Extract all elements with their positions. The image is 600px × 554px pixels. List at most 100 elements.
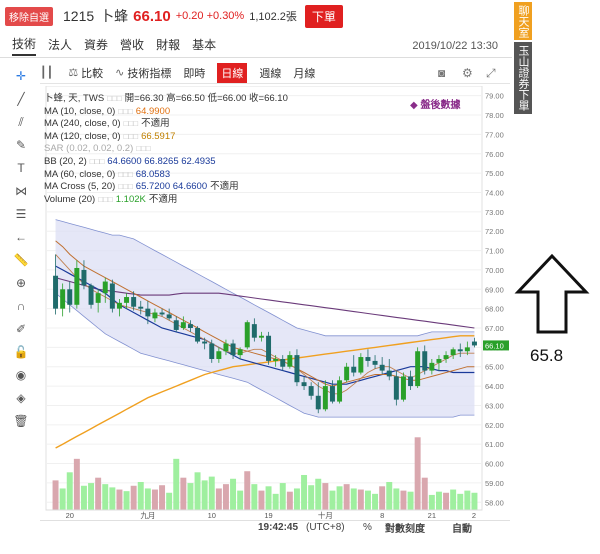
candle-body	[358, 357, 364, 373]
tab-margin[interactable]: 資券	[84, 38, 109, 52]
legend-volume-label: Volume (20)	[44, 193, 96, 205]
candle-body	[230, 343, 236, 356]
clock: 19:42:45	[258, 522, 299, 533]
stock-code: 1215	[63, 8, 95, 24]
text-tool-icon[interactable]: T	[17, 161, 25, 175]
candle-body	[379, 364, 385, 371]
back-arrow-icon[interactable]: ←	[15, 230, 27, 244]
tab-technical[interactable]: 技術	[12, 35, 37, 56]
camera-icon[interactable]: ◙	[438, 66, 446, 80]
eye-icon[interactable]: ◉	[15, 368, 27, 382]
fib-tool-icon[interactable]: ☰	[15, 207, 27, 221]
y-tick-label: 64.00	[485, 382, 504, 391]
bollinger-band-area	[55, 219, 475, 418]
magnet-icon[interactable]: ∩	[16, 299, 26, 313]
candle-body	[195, 328, 201, 342]
tab-financials[interactable]: 財報	[156, 38, 181, 52]
volume-bar	[315, 478, 322, 510]
legend-ma240-label: MA (240, close, 0)	[44, 118, 121, 130]
candle-body	[322, 386, 328, 410]
candle-body	[436, 358, 442, 363]
brush-tool-icon[interactable]: ✎	[15, 138, 27, 152]
order-button[interactable]: 下單	[304, 4, 343, 28]
y-tick-label: 76.00	[485, 150, 504, 159]
volume-bar	[80, 485, 87, 510]
candle-body	[273, 358, 279, 361]
volume-bar	[230, 478, 237, 510]
indicators-button[interactable]: ∿ 技術指標	[115, 65, 171, 81]
volume-bar	[73, 458, 80, 510]
candle-body	[159, 312, 165, 315]
y-tick-label: 73.00	[485, 208, 504, 217]
x-tick-label: 21	[428, 511, 436, 520]
fork-tool-icon[interactable]: ⫽	[18, 114, 24, 129]
candle-body	[124, 297, 130, 303]
price-chart[interactable]: 79.00 78.00 77.00 76.00 75.00 74.00 73.00 72.00…	[40, 86, 510, 520]
candle-body	[344, 366, 350, 381]
candle-body	[138, 306, 144, 309]
volume-bar	[414, 437, 421, 510]
legend-ohlc: 開=66.30 高=66.50 低=66.00 收=66.10	[124, 93, 288, 104]
volume-bar	[151, 489, 158, 510]
auto-scale-toggle[interactable]: 自動	[452, 524, 472, 535]
volume-bar	[464, 490, 471, 510]
crosshair-tool-icon[interactable]: ✛	[15, 69, 27, 83]
interval-weekly[interactable]: 週線	[259, 67, 282, 80]
ma60-line	[55, 265, 475, 385]
section-tabs: 技術 法人 資券 營收 財報 基本 2019/10/22 13:30	[0, 34, 512, 58]
trend-line-tool-icon[interactable]: ╱	[17, 92, 25, 106]
interval-realtime[interactable]: 即時	[183, 67, 206, 80]
y-tick-label: 60.00	[485, 460, 504, 469]
interval-daily[interactable]: 日線	[217, 62, 248, 83]
up-arrow-icon	[514, 253, 590, 334]
y-tick-label: 77.00	[485, 130, 504, 139]
chat-room-button[interactable]: 聊天室	[514, 2, 532, 40]
layers-icon[interactable]: ◈	[16, 391, 26, 405]
volume-bar	[166, 492, 173, 510]
trash-icon[interactable]: 🗑	[13, 414, 29, 428]
tab-fundamentals[interactable]: 基本	[192, 38, 217, 52]
x-tick-label: 十月	[318, 510, 333, 520]
tab-institutional[interactable]: 法人	[48, 38, 73, 52]
after-hours-label: 盤後數據	[420, 100, 461, 111]
stock-name: 卜蜂	[100, 8, 129, 24]
log-scale-toggle[interactable]: 對數刻度	[385, 524, 425, 535]
volume-bar	[400, 490, 407, 510]
y-tick-label: 72.00	[485, 227, 504, 236]
volume-bar	[187, 483, 194, 510]
timezone[interactable]: (UTC+8)	[306, 522, 345, 533]
legend-ma10-label: MA (10, close, 0)	[44, 105, 116, 117]
candle-body	[287, 355, 293, 367]
indicators-label: 技術指標	[127, 67, 172, 80]
volume-bar	[244, 471, 251, 510]
y-tick-label: 70.00	[485, 266, 504, 275]
candle-body	[266, 335, 272, 361]
interval-monthly[interactable]: 月線	[293, 67, 316, 80]
tab-revenue[interactable]: 營收	[120, 38, 145, 52]
volume-bar	[194, 472, 201, 510]
broker-order-button[interactable]: 玉山證券下單	[514, 42, 532, 114]
volume-bar	[95, 477, 102, 510]
volume-bar	[180, 477, 187, 510]
candle-body	[95, 293, 101, 303]
volume-bar	[272, 493, 279, 510]
zoom-in-icon[interactable]: ⊕	[15, 276, 27, 290]
candle-body	[422, 351, 428, 371]
candle-body	[386, 370, 392, 377]
pencil-lock-icon[interactable]: ✐	[15, 322, 27, 336]
pattern-tool-icon[interactable]: ⋈	[15, 184, 27, 198]
gear-icon[interactable]: ⚙	[462, 66, 473, 80]
quote-datetime: 2019/10/22 13:30	[412, 39, 498, 52]
candle-body	[351, 366, 357, 373]
ruler-tool-icon[interactable]: 📏	[13, 253, 29, 267]
candle-body	[365, 357, 371, 361]
compare-button[interactable]: ⚖ 比較	[68, 65, 103, 81]
fullscreen-icon[interactable]: ⤢	[486, 66, 496, 80]
lock-icon[interactable]: 🔓	[13, 345, 29, 359]
legend-volume-na: 不適用	[148, 193, 178, 205]
after-hours-badge: ◆ 盤後數據	[410, 96, 460, 111]
x-tick-label: 2	[472, 511, 476, 520]
bar-style-button[interactable]: ┃┃	[40, 66, 56, 79]
remove-watchlist-button[interactable]: 移除自選	[5, 6, 53, 26]
percent-scale-toggle[interactable]: %	[363, 522, 372, 533]
